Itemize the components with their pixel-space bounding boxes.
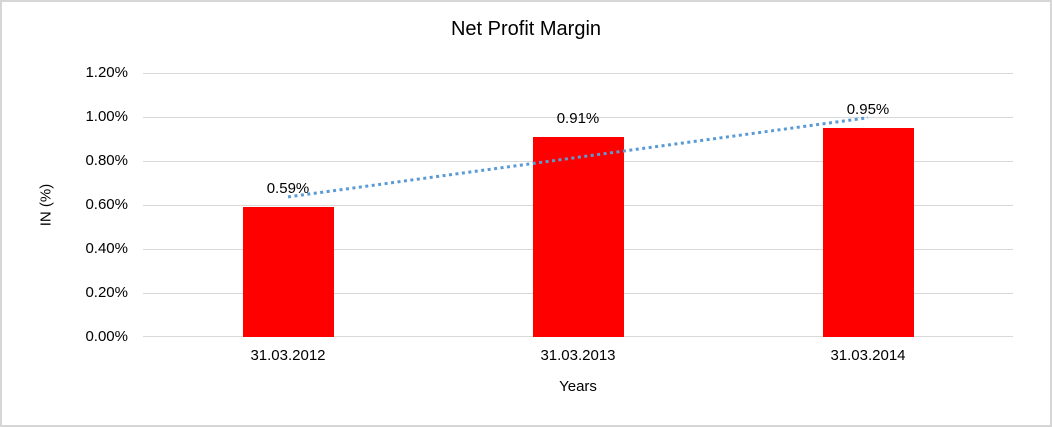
bar-data-label: 0.95% (846, 101, 890, 118)
y-axis-title: IN (%) (37, 183, 55, 227)
y-tick-label: 0.80% (85, 152, 128, 169)
y-tick-label: 1.00% (85, 108, 128, 125)
chart-title: Net Profit Margin (450, 18, 602, 40)
y-tick-label: 0.60% (85, 196, 128, 213)
bar-data-label: 0.59% (266, 180, 310, 197)
bar-31.03.2012 (242, 207, 334, 337)
y-tick-label: 1.20% (85, 64, 128, 81)
y-tick-label: 0.40% (85, 240, 128, 257)
bar-data-label: 0.91% (556, 110, 600, 127)
bar-31.03.2014 (822, 128, 914, 337)
plot-area: 0.59% 0.91% 0.95% (143, 73, 1013, 337)
x-tick-label: 31.03.2013 (540, 347, 616, 364)
trendline (287, 116, 869, 199)
x-axis-title: Years (559, 378, 597, 395)
y-tick-label: 0.00% (85, 328, 128, 345)
x-tick-label: 31.03.2012 (250, 347, 326, 364)
x-tick-label: 31.03.2014 (830, 347, 906, 364)
bar-31.03.2013 (532, 137, 624, 337)
gridline (143, 117, 1013, 118)
gridline (143, 73, 1013, 74)
y-tick-label: 0.20% (85, 284, 128, 301)
